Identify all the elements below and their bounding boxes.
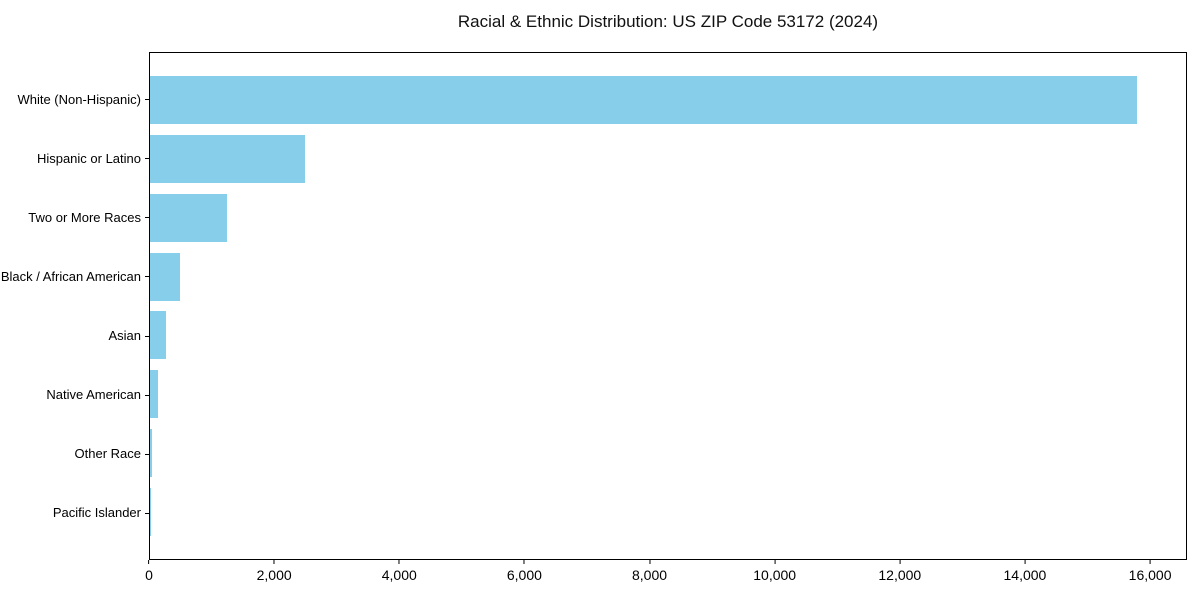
bar-row (150, 134, 1186, 183)
x-axis-tick-label: 12,000 (878, 567, 922, 583)
bar-row (150, 487, 1186, 536)
plot-area (149, 52, 1187, 560)
y-tick-mark (145, 99, 149, 100)
bar (150, 134, 305, 183)
y-axis-label: White (Non-Hispanic) (0, 75, 149, 123)
x-axis-tick-label: 2,000 (256, 567, 292, 583)
bar-row (150, 252, 1186, 301)
y-axis-label: Black / African American (0, 252, 149, 300)
x-tick: 8,000 (632, 560, 667, 583)
x-tick-mark (398, 560, 400, 564)
bar (150, 370, 159, 419)
x-axis-tick-label: 10,000 (753, 567, 797, 583)
x-axis-tick-label: 4,000 (381, 567, 417, 583)
y-axis-label: Pacific Islander (0, 489, 149, 537)
x-tick-mark (649, 560, 651, 564)
x-tick-mark (1024, 560, 1026, 564)
bar-row (150, 429, 1186, 478)
x-axis-ticks: 0 2,000 4,000 6,000 8,000 10,000 12,000 14,000 1… (145, 560, 1187, 592)
x-axis-tick-label: 6,000 (506, 567, 542, 583)
y-axis-label: Hispanic or Latino (0, 134, 149, 182)
x-tick-mark (1149, 560, 1151, 564)
bar-row (150, 193, 1186, 242)
y-axis-label: Native American (0, 371, 149, 419)
bar (150, 311, 166, 360)
y-tick-mark (145, 394, 149, 396)
x-tick: 16,000 (1128, 560, 1172, 583)
x-axis-tick-label: 16,000 (1128, 567, 1172, 583)
y-tick-mark (145, 335, 149, 337)
y-axis-label: Two or More Races (0, 193, 149, 241)
bar (150, 76, 1137, 124)
x-tick-mark (774, 560, 776, 564)
x-tick-mark (899, 560, 901, 564)
y-axis-label: Other Race (0, 430, 149, 478)
y-tick-mark (145, 512, 149, 514)
x-tick-mark (148, 560, 150, 564)
x-tick: 0 (145, 560, 153, 583)
x-tick: 14,000 (1003, 560, 1047, 583)
y-axis-label: Asian (0, 312, 149, 360)
bar-row (150, 311, 1186, 360)
x-axis-tick-label: 8,000 (632, 567, 668, 583)
y-tick-mark (145, 217, 149, 219)
bar (150, 429, 152, 478)
y-tick-mark (145, 453, 149, 455)
bar (150, 193, 228, 242)
x-tick: 2,000 (257, 560, 292, 583)
x-axis-tick-label: 14,000 (1003, 567, 1047, 583)
x-tick: 6,000 (507, 560, 542, 583)
chart-title: Racial & Ethnic Distribution: US ZIP Cod… (457, 12, 879, 31)
x-tick: 12,000 (878, 560, 921, 583)
bar-row (150, 76, 1186, 124)
y-tick-mark (145, 158, 149, 160)
x-axis-tick-label: 0 (145, 567, 153, 583)
x-tick-mark (523, 560, 525, 564)
x-tick: 4,000 (382, 560, 417, 583)
bar-row (150, 370, 1186, 419)
x-tick: 10,000 (753, 560, 796, 583)
bar (150, 252, 180, 301)
x-tick-mark (273, 560, 275, 564)
y-tick-mark (145, 276, 149, 278)
bars (150, 53, 1186, 559)
y-axis-labels: White (Non-Hispanic) Hispanic or Latino Tw… (0, 52, 149, 560)
